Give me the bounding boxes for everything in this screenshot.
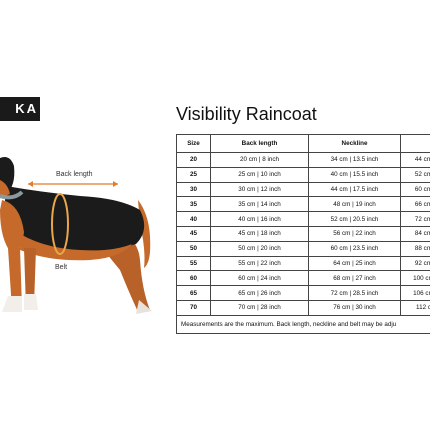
cell-back-length: 50 cm | 20 inch xyxy=(210,240,309,257)
cell-belt: 112 c xyxy=(400,299,430,316)
cell-size: 45 xyxy=(176,225,211,242)
back-length-label: Back length xyxy=(56,171,93,178)
measurement-note: Measurements are the maximum. Back lengt… xyxy=(176,314,430,334)
cell-neckline: 72 cm | 28.5 inch xyxy=(308,285,401,301)
table-header-row: Size Back length Neckline xyxy=(176,134,430,153)
cell-belt: 44 cm xyxy=(400,152,430,168)
cell-neckline: 48 cm | 19 inch xyxy=(308,196,401,213)
cell-size: 25 xyxy=(176,166,211,183)
cell-neckline: 44 cm | 17.5 inch xyxy=(308,181,401,198)
cell-neckline: 76 cm | 30 inch xyxy=(308,299,401,316)
cell-size: 35 xyxy=(176,196,211,213)
cell-back-length: 65 cm | 26 inch xyxy=(210,285,309,301)
cell-back-length: 60 cm | 24 inch xyxy=(210,270,309,287)
cell-belt: 52 cm xyxy=(400,166,430,183)
cell-size: 55 xyxy=(176,255,211,272)
table-row: 70 70 cm | 28 inch 76 cm | 30 inch 112 c xyxy=(176,299,430,316)
cell-neckline: 64 cm | 25 inch xyxy=(308,255,401,272)
size-table: Size Back length Neckline 20 20 cm | 8 in… xyxy=(176,134,430,334)
page-title: Visibility Raincoat xyxy=(176,104,317,124)
cell-neckline: 34 cm | 13.5 inch xyxy=(308,152,401,168)
cell-back-length: 35 cm | 14 inch xyxy=(210,196,309,213)
cell-back-length: 45 cm | 18 inch xyxy=(210,225,309,242)
cell-back-length: 55 cm | 22 inch xyxy=(210,255,309,272)
cell-back-length: 30 cm | 12 inch xyxy=(210,181,309,198)
cell-neckline: 68 cm | 27 inch xyxy=(308,270,401,287)
cell-size: 30 xyxy=(176,181,211,198)
cell-size: 65 xyxy=(176,285,211,301)
cell-belt: 88 cm xyxy=(400,240,430,257)
brand-logo: KA xyxy=(0,97,40,121)
cell-back-length: 20 cm | 8 inch xyxy=(210,152,309,168)
cell-belt: 100 cm xyxy=(400,270,430,287)
cell-neckline: 56 cm | 22 inch xyxy=(308,225,401,242)
cell-belt: 84 cm xyxy=(400,225,430,242)
note-row: Measurements are the maximum. Back lengt… xyxy=(176,314,430,334)
dog-illustration xyxy=(0,157,152,314)
cell-size: 60 xyxy=(176,270,211,287)
cell-back-length: 25 cm | 10 inch xyxy=(210,166,309,183)
header-back-length: Back length xyxy=(210,134,309,153)
cell-belt: 72 cm xyxy=(400,211,430,227)
cell-belt: 92 cm xyxy=(400,255,430,272)
belt-label: Belt xyxy=(55,264,68,271)
cell-belt: 106 cm xyxy=(400,285,430,301)
cell-back-length: 40 cm | 16 inch xyxy=(210,211,309,227)
dog-collar xyxy=(0,190,24,200)
dog-body xyxy=(5,186,145,252)
dog-front-leg xyxy=(8,248,22,310)
header-size: Size xyxy=(176,134,211,153)
cell-belt: 66 cm xyxy=(400,196,430,213)
cell-neckline: 40 cm | 15.5 inch xyxy=(308,166,401,183)
header-belt xyxy=(400,134,430,153)
cell-size: 70 xyxy=(176,299,211,316)
header-neckline: Neckline xyxy=(308,134,401,153)
belt-line xyxy=(51,193,69,255)
cell-neckline: 60 cm | 23.5 inch xyxy=(308,240,401,257)
cell-size: 20 xyxy=(176,152,211,168)
cell-belt: 60 cm xyxy=(400,181,430,198)
cell-back-length: 70 cm | 28 inch xyxy=(210,299,309,316)
cell-neckline: 52 cm | 20.5 inch xyxy=(308,211,401,227)
cell-size: 40 xyxy=(176,211,211,227)
cell-size: 50 xyxy=(176,240,211,257)
